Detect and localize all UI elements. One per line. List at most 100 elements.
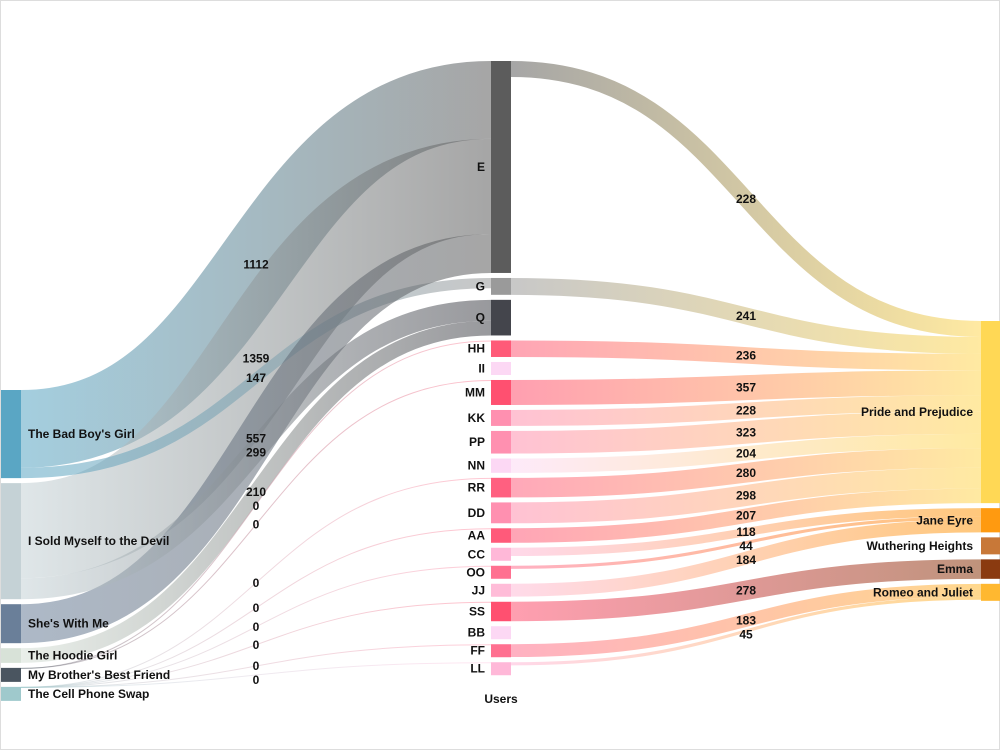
sankey-link[interactable]	[20, 477, 492, 688]
link-value-label: 183	[736, 613, 756, 627]
link-value-label: 0	[253, 638, 260, 652]
sankey-node[interactable]	[491, 565, 511, 579]
node-label: E	[477, 160, 485, 174]
link-value-label: 298	[736, 489, 756, 503]
sankey-link[interactable]	[20, 340, 492, 669]
link-value-label: 0	[253, 499, 260, 513]
sankey-node[interactable]	[491, 340, 511, 357]
sankey-node[interactable]	[981, 321, 1000, 504]
sankey-link[interactable]	[19, 138, 493, 579]
link-value-label: 184	[736, 553, 756, 567]
sankey-node[interactable]	[491, 662, 511, 676]
sankey-node[interactable]	[981, 559, 1000, 579]
sankey-node[interactable]	[491, 583, 511, 597]
sankey-link[interactable]	[20, 601, 492, 688]
node-label: The Bad Boy's Girl	[28, 427, 135, 441]
sankey-node[interactable]	[1, 648, 21, 663]
link-value-label: 1359	[243, 352, 270, 366]
sankey-link[interactable]	[510, 559, 982, 622]
link-value-label: 0	[253, 576, 260, 590]
link-value-label: 557	[246, 432, 266, 446]
sankey-link[interactable]	[510, 340, 982, 371]
node-label: The Hoodie Girl	[28, 649, 117, 663]
sankey-link[interactable]	[510, 508, 982, 557]
link-value-label: 357	[736, 381, 756, 395]
sankey-link[interactable]	[20, 644, 492, 688]
sankey-link[interactable]	[510, 433, 982, 473]
link-value-label: 323	[736, 425, 756, 439]
sankey-link[interactable]	[510, 61, 982, 337]
link-value-label: 210	[246, 485, 266, 499]
sankey-link[interactable]	[20, 320, 492, 663]
node-label: FF	[470, 644, 485, 658]
sankey-link[interactable]	[510, 583, 982, 658]
sankey-node[interactable]	[491, 299, 511, 336]
sankey-link[interactable]	[510, 411, 982, 454]
sankey-node[interactable]	[491, 61, 511, 273]
sankey-node[interactable]	[491, 601, 511, 622]
sankey-link[interactable]	[510, 516, 982, 569]
link-value-label: 44	[739, 539, 753, 553]
sankey-node[interactable]	[981, 537, 1000, 555]
sankey-node[interactable]	[491, 458, 511, 473]
link-value-label: 0	[253, 620, 260, 634]
sankey-link[interactable]	[20, 528, 492, 688]
sankey-link[interactable]	[20, 662, 492, 688]
link-value-label: 0	[253, 673, 260, 687]
node-label: G	[476, 279, 485, 293]
sankey-node[interactable]	[1, 604, 21, 644]
sankey-node[interactable]	[491, 502, 511, 524]
labels-layer: 1112135914755729921000000000228241236357…	[28, 160, 973, 701]
sankey-link[interactable]	[510, 488, 982, 543]
sankey-link[interactable]	[510, 448, 982, 498]
nodes-layer	[1, 61, 1000, 701]
node-label: I Sold Myself to the Devil	[28, 534, 169, 548]
link-value-label: 241	[736, 309, 756, 323]
node-label: MM	[465, 385, 485, 399]
node-label: JJ	[472, 583, 485, 597]
node-label: AA	[468, 529, 486, 543]
link-value-label: 236	[736, 348, 756, 362]
node-label: Wuthering Heights	[867, 539, 974, 553]
node-label: OO	[466, 565, 485, 579]
sankey-node[interactable]	[491, 528, 511, 543]
node-label: SS	[469, 605, 485, 619]
sankey-node[interactable]	[491, 430, 511, 454]
sankey-node[interactable]	[1, 390, 21, 479]
sankey-node[interactable]	[491, 626, 511, 640]
column-label-users: Users	[484, 692, 518, 706]
sankey-node[interactable]	[1, 686, 21, 701]
node-label: She's With Me	[28, 617, 109, 631]
sankey-node[interactable]	[491, 644, 511, 658]
sankey-node[interactable]	[1, 483, 21, 600]
sankey-node[interactable]	[491, 361, 511, 375]
node-label: CC	[468, 547, 486, 561]
link-value-label: 299	[246, 446, 266, 460]
link-value-label: 0	[253, 659, 260, 673]
sankey-node[interactable]	[491, 277, 511, 295]
sankey-link[interactable]	[510, 395, 982, 426]
sankey-node[interactable]	[491, 547, 511, 561]
sankey-node[interactable]	[491, 409, 511, 426]
sankey-link[interactable]	[510, 596, 982, 666]
sankey-link[interactable]	[20, 379, 492, 669]
link-value-label: 278	[736, 583, 756, 597]
sankey-link[interactable]	[19, 61, 493, 468]
sankey-link[interactable]	[510, 519, 982, 597]
sankey-node[interactable]	[491, 477, 511, 498]
sankey-node[interactable]	[981, 508, 1000, 533]
sankey-node[interactable]	[491, 379, 511, 405]
node-label: DD	[468, 506, 486, 520]
sankey-link[interactable]	[510, 277, 982, 354]
sankey-node[interactable]	[1, 667, 21, 682]
node-label: BB	[468, 626, 486, 640]
sankey-link[interactable]	[20, 565, 492, 688]
sankey-link[interactable]	[20, 299, 492, 600]
node-label: LL	[470, 662, 485, 676]
sankey-link[interactable]	[510, 370, 982, 405]
link-value-label: 207	[736, 509, 756, 523]
sankey-node[interactable]	[981, 583, 1000, 601]
sankey-link[interactable]	[510, 467, 982, 524]
